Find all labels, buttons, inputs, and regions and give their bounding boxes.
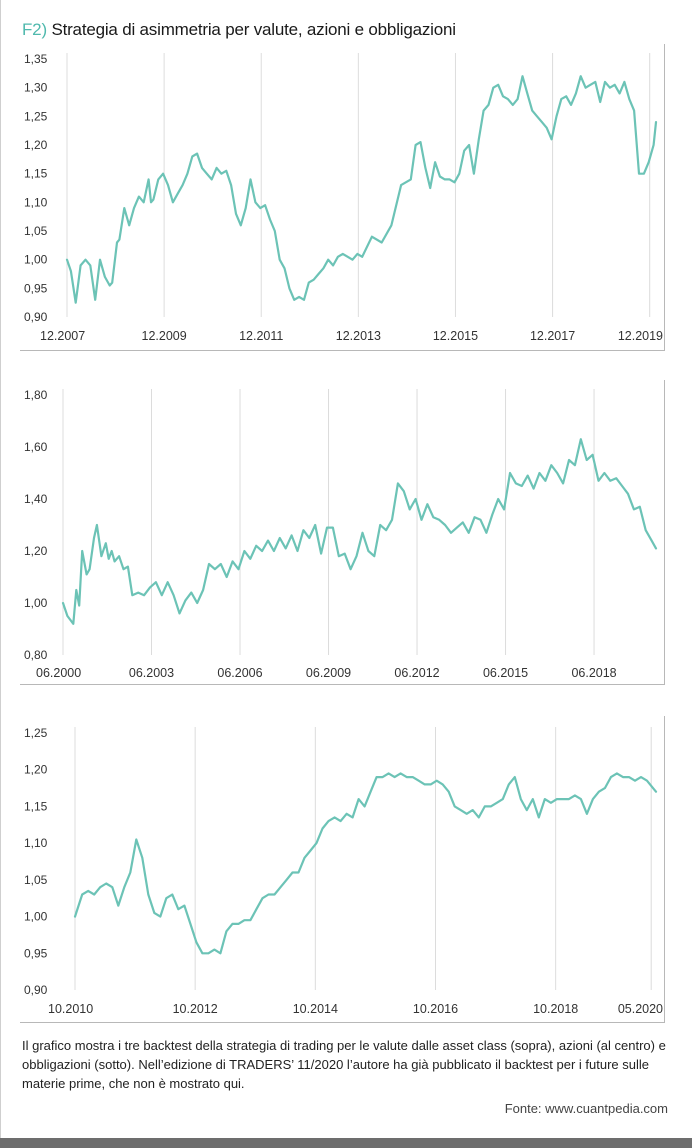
y-tick-label: 1,00 (24, 596, 48, 610)
y-tick-label: 1,20 (24, 763, 48, 777)
y-tick-label: 1,25 (24, 726, 48, 740)
figure-title: F2) Strategia di asimmetria per valute, … (22, 20, 456, 40)
x-tick-label: 10.2014 (293, 1002, 338, 1016)
y-tick-label: 1,40 (24, 492, 48, 506)
x-tick-label: 12.2009 (142, 329, 187, 343)
figure-source: Fonte: www.cuantpedia.com (504, 1101, 668, 1116)
y-tick-label: 1,30 (24, 81, 48, 95)
x-tick-label: 12.2015 (433, 329, 478, 343)
x-tick-label: 12.2019 (618, 329, 663, 343)
y-tick-label: 1,05 (24, 873, 48, 887)
chart-currencies: 1,35 1,30 1,25 1,20 1,15 1,10 1,05 1,00 0,95 0,90… (24, 52, 663, 343)
x-tick-label: 12.2013 (336, 329, 381, 343)
figure-tag: F2) (22, 20, 47, 39)
y-tick-label: 1,15 (24, 167, 48, 181)
figure-caption: Il grafico mostra i tre backtest della s… (22, 1038, 666, 1091)
y-tick-label: 1,25 (24, 109, 48, 123)
y-tick-label: 0,80 (24, 648, 48, 662)
x-tick-label: 06.2018 (571, 666, 616, 680)
bottom-bar (0, 1138, 692, 1148)
y-tick-label: 1,20 (24, 544, 48, 558)
x-tick-label: 10.2012 (173, 1002, 218, 1016)
y-tick-label: 1,15 (24, 799, 48, 813)
x-tick-label: 06.2006 (217, 666, 262, 680)
y-tick-label: 0,90 (24, 983, 48, 997)
y-tick-label: 1,00 (24, 910, 48, 924)
series-line-0 (65, 75, 658, 304)
figure-title-text: Strategia di asimmetria per valute, azio… (51, 20, 456, 39)
x-tick-label: 06.2015 (483, 666, 528, 680)
x-tick-label: 06.2000 (36, 666, 81, 680)
y-tick-label: 1,35 (24, 52, 48, 66)
y-tick-label: 1,10 (24, 195, 48, 209)
x-tick-label: 12.2017 (530, 329, 575, 343)
x-tick-label: 06.2012 (394, 666, 439, 680)
y-tick-label: 0,90 (24, 310, 48, 324)
y-tick-label: 0,95 (24, 281, 48, 295)
y-tick-label: 1,80 (24, 388, 48, 402)
series-line-0 (73, 772, 658, 955)
x-tick-label: 06.2003 (129, 666, 174, 680)
page-frame (0, 0, 1, 1148)
chart-stocks: 1,80 1,60 1,40 1,20 1,00 0,80 06.2000 06.2003 06… (24, 388, 658, 680)
y-tick-label: 1,05 (24, 224, 48, 238)
x-tick-label: 10.2018 (533, 1002, 578, 1016)
y-tick-label: 1,60 (24, 440, 48, 454)
y-tick-label: 1,10 (24, 836, 48, 850)
y-tick-label: 1,00 (24, 253, 48, 267)
x-tick-label: 10.2010 (48, 1002, 93, 1016)
y-tick-label: 0,95 (24, 946, 48, 960)
x-tick-label: 12.2007 (40, 329, 85, 343)
x-tick-label: 06.2009 (306, 666, 351, 680)
chart-panel-bonds: 1,25 1,20 1,15 1,10 1,05 1,00 0,95 0,90 10.2010 1… (20, 716, 665, 1023)
x-tick-label: 10.2016 (413, 1002, 458, 1016)
x-tick-label: 05.2020 (618, 1002, 663, 1016)
x-tick-label: 12.2011 (239, 329, 283, 343)
series-line-0 (61, 438, 658, 625)
chart-panel-stocks: 1,80 1,60 1,40 1,20 1,00 0,80 06.2000 06.2003 06… (20, 380, 665, 685)
y-tick-label: 1,20 (24, 138, 48, 152)
chart-panel-currencies: 1,35 1,30 1,25 1,20 1,15 1,10 1,05 1,00 0,95 0,90… (20, 44, 665, 351)
